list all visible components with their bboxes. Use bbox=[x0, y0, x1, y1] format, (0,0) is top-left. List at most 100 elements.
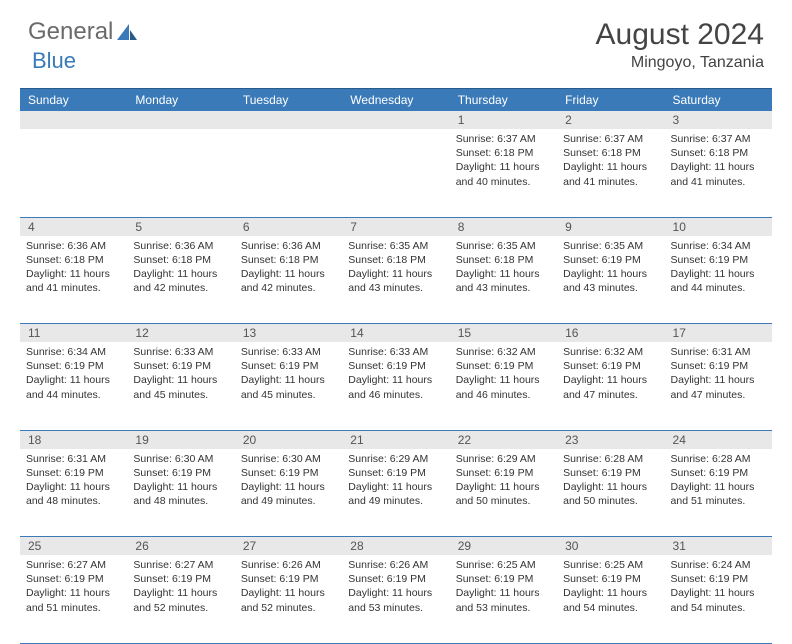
logo-sail-icon bbox=[115, 22, 139, 42]
title-block: August 2024 Mingoyo, Tanzania bbox=[596, 18, 764, 72]
day-details: Sunrise: 6:29 AMSunset: 6:19 PMDaylight:… bbox=[450, 449, 557, 512]
day-number: 13 bbox=[243, 326, 256, 340]
daylight-text: Daylight: 11 hours and 51 minutes. bbox=[671, 481, 755, 507]
sunset-text: Sunset: 6:19 PM bbox=[241, 573, 319, 585]
day-content-cell: Sunrise: 6:33 AMSunset: 6:19 PMDaylight:… bbox=[235, 342, 342, 430]
sunrise-text: Sunrise: 6:30 AM bbox=[133, 453, 213, 465]
day-number-cell: 25 bbox=[20, 537, 127, 556]
sunrise-text: Sunrise: 6:26 AM bbox=[348, 559, 428, 571]
day-number-cell: 1 bbox=[450, 111, 557, 129]
daylight-text: Daylight: 11 hours and 41 minutes. bbox=[563, 161, 647, 187]
day-content-cell: Sunrise: 6:27 AMSunset: 6:19 PMDaylight:… bbox=[127, 555, 234, 643]
day-number-cell: 30 bbox=[557, 537, 664, 556]
sunrise-text: Sunrise: 6:36 AM bbox=[26, 240, 106, 252]
day-content-cell bbox=[20, 129, 127, 217]
logo: General bbox=[28, 18, 139, 46]
day-number-cell: 18 bbox=[20, 430, 127, 449]
day-number-cell: 19 bbox=[127, 430, 234, 449]
daylight-text: Daylight: 11 hours and 47 minutes. bbox=[671, 374, 755, 400]
sunrise-text: Sunrise: 6:35 AM bbox=[563, 240, 643, 252]
day-details: Sunrise: 6:35 AMSunset: 6:19 PMDaylight:… bbox=[557, 236, 664, 299]
day-details: Sunrise: 6:25 AMSunset: 6:19 PMDaylight:… bbox=[450, 555, 557, 618]
day-content-cell: Sunrise: 6:29 AMSunset: 6:19 PMDaylight:… bbox=[450, 449, 557, 537]
sunrise-text: Sunrise: 6:29 AM bbox=[348, 453, 428, 465]
sunset-text: Sunset: 6:18 PM bbox=[241, 254, 319, 266]
day-number: 26 bbox=[135, 539, 148, 553]
day-number: 25 bbox=[28, 539, 41, 553]
day-content-cell: Sunrise: 6:36 AMSunset: 6:18 PMDaylight:… bbox=[20, 236, 127, 324]
day-number: 11 bbox=[28, 326, 40, 340]
day-content-cell: Sunrise: 6:30 AMSunset: 6:19 PMDaylight:… bbox=[127, 449, 234, 537]
sunset-text: Sunset: 6:19 PM bbox=[671, 360, 749, 372]
day-number: 28 bbox=[350, 539, 363, 553]
content-row: Sunrise: 6:37 AMSunset: 6:18 PMDaylight:… bbox=[20, 129, 772, 217]
daylight-text: Daylight: 11 hours and 54 minutes. bbox=[671, 587, 755, 613]
day-details: Sunrise: 6:30 AMSunset: 6:19 PMDaylight:… bbox=[127, 449, 234, 512]
sunset-text: Sunset: 6:18 PM bbox=[456, 254, 534, 266]
daylight-text: Daylight: 11 hours and 46 minutes. bbox=[456, 374, 540, 400]
sunset-text: Sunset: 6:19 PM bbox=[26, 467, 104, 479]
day-details: Sunrise: 6:31 AMSunset: 6:19 PMDaylight:… bbox=[20, 449, 127, 512]
day-content-cell: Sunrise: 6:35 AMSunset: 6:18 PMDaylight:… bbox=[342, 236, 449, 324]
location-text: Mingoyo, Tanzania bbox=[596, 54, 764, 72]
day-content-cell: Sunrise: 6:33 AMSunset: 6:19 PMDaylight:… bbox=[342, 342, 449, 430]
daylight-text: Daylight: 11 hours and 43 minutes. bbox=[563, 268, 647, 294]
day-number: 30 bbox=[565, 539, 578, 553]
day-details: Sunrise: 6:28 AMSunset: 6:19 PMDaylight:… bbox=[665, 449, 772, 512]
day-number-cell bbox=[235, 111, 342, 129]
day-number: 1 bbox=[458, 113, 465, 127]
day-content-cell: Sunrise: 6:25 AMSunset: 6:19 PMDaylight:… bbox=[557, 555, 664, 643]
sunrise-text: Sunrise: 6:37 AM bbox=[671, 133, 751, 145]
sunset-text: Sunset: 6:19 PM bbox=[26, 360, 104, 372]
daylight-text: Daylight: 11 hours and 42 minutes. bbox=[241, 268, 325, 294]
day-details: Sunrise: 6:36 AMSunset: 6:18 PMDaylight:… bbox=[20, 236, 127, 299]
daylight-text: Daylight: 11 hours and 51 minutes. bbox=[26, 587, 110, 613]
day-content-cell: Sunrise: 6:36 AMSunset: 6:18 PMDaylight:… bbox=[235, 236, 342, 324]
day-number-cell: 5 bbox=[127, 217, 234, 236]
daylight-text: Daylight: 11 hours and 46 minutes. bbox=[348, 374, 432, 400]
day-number-cell: 31 bbox=[665, 537, 772, 556]
day-number-cell: 12 bbox=[127, 324, 234, 343]
day-content-cell: Sunrise: 6:37 AMSunset: 6:18 PMDaylight:… bbox=[450, 129, 557, 217]
sunrise-text: Sunrise: 6:33 AM bbox=[348, 346, 428, 358]
logo-text-2: Blue bbox=[32, 48, 76, 74]
daynum-row: 25262728293031 bbox=[20, 537, 772, 556]
day-number-cell: 2 bbox=[557, 111, 664, 129]
day-details: Sunrise: 6:33 AMSunset: 6:19 PMDaylight:… bbox=[342, 342, 449, 405]
day-details: Sunrise: 6:32 AMSunset: 6:19 PMDaylight:… bbox=[557, 342, 664, 405]
weekday-header: Saturday bbox=[665, 89, 772, 112]
day-number: 18 bbox=[28, 433, 41, 447]
sunrise-text: Sunrise: 6:27 AM bbox=[133, 559, 213, 571]
day-number-cell: 11 bbox=[20, 324, 127, 343]
day-details: Sunrise: 6:33 AMSunset: 6:19 PMDaylight:… bbox=[235, 342, 342, 405]
day-number-cell: 10 bbox=[665, 217, 772, 236]
day-content-cell: Sunrise: 6:29 AMSunset: 6:19 PMDaylight:… bbox=[342, 449, 449, 537]
day-number-cell: 3 bbox=[665, 111, 772, 129]
sunset-text: Sunset: 6:19 PM bbox=[456, 467, 534, 479]
sunrise-text: Sunrise: 6:37 AM bbox=[563, 133, 643, 145]
day-content-cell: Sunrise: 6:34 AMSunset: 6:19 PMDaylight:… bbox=[20, 342, 127, 430]
day-details: Sunrise: 6:34 AMSunset: 6:19 PMDaylight:… bbox=[20, 342, 127, 405]
day-number-cell: 14 bbox=[342, 324, 449, 343]
sunrise-text: Sunrise: 6:31 AM bbox=[671, 346, 751, 358]
sunset-text: Sunset: 6:19 PM bbox=[563, 467, 641, 479]
daylight-text: Daylight: 11 hours and 50 minutes. bbox=[563, 481, 647, 507]
day-content-cell bbox=[127, 129, 234, 217]
sunrise-text: Sunrise: 6:33 AM bbox=[133, 346, 213, 358]
day-number-cell: 17 bbox=[665, 324, 772, 343]
day-details: Sunrise: 6:37 AMSunset: 6:18 PMDaylight:… bbox=[665, 129, 772, 192]
sunset-text: Sunset: 6:19 PM bbox=[348, 573, 426, 585]
calendar-body: 123Sunrise: 6:37 AMSunset: 6:18 PMDaylig… bbox=[20, 111, 772, 643]
day-number: 20 bbox=[243, 433, 256, 447]
day-details: Sunrise: 6:36 AMSunset: 6:18 PMDaylight:… bbox=[127, 236, 234, 299]
sunrise-text: Sunrise: 6:26 AM bbox=[241, 559, 321, 571]
sunrise-text: Sunrise: 6:29 AM bbox=[456, 453, 536, 465]
day-number: 10 bbox=[673, 220, 686, 234]
day-number-cell: 24 bbox=[665, 430, 772, 449]
day-number-cell: 16 bbox=[557, 324, 664, 343]
sunrise-text: Sunrise: 6:31 AM bbox=[26, 453, 106, 465]
sunrise-text: Sunrise: 6:28 AM bbox=[563, 453, 643, 465]
day-number-cell bbox=[127, 111, 234, 129]
day-number-cell: 7 bbox=[342, 217, 449, 236]
day-number: 8 bbox=[458, 220, 465, 234]
